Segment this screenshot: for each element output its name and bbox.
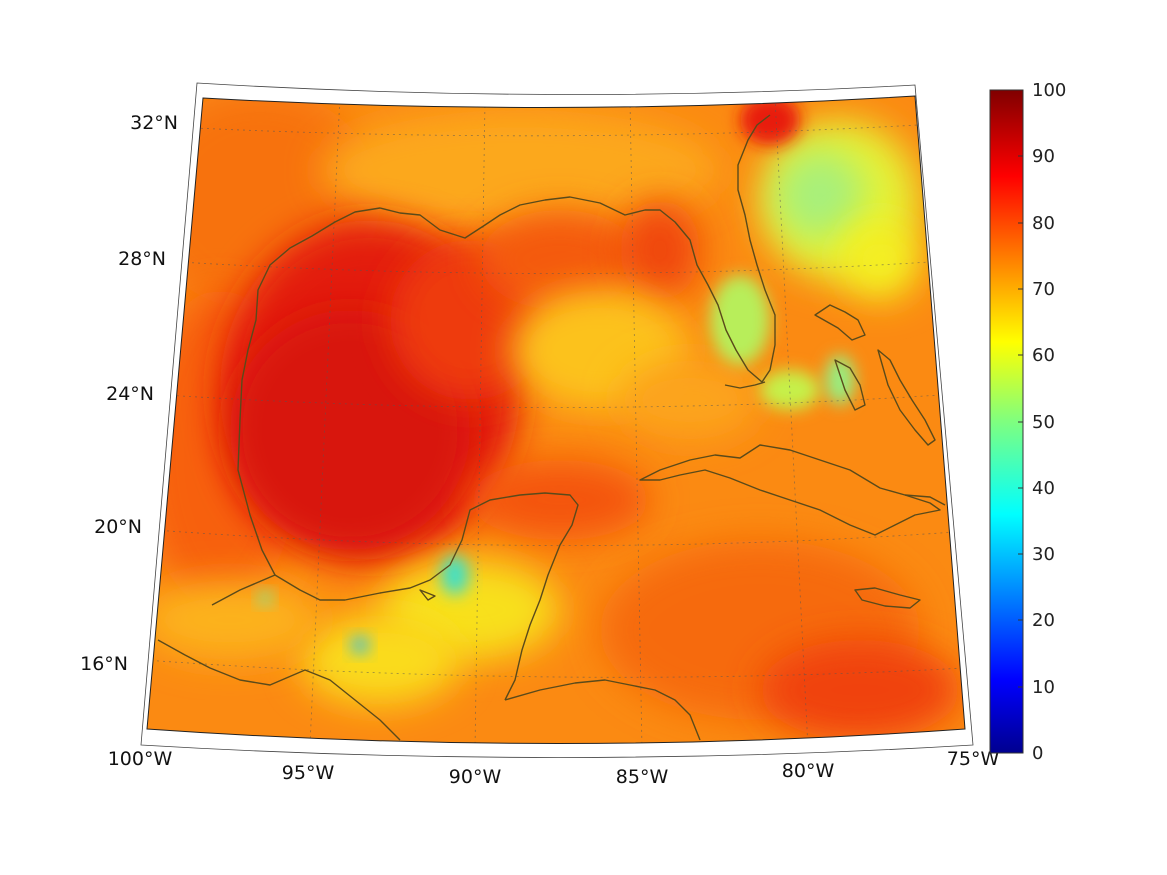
lat-tick-label-28: 28°N [118,248,166,270]
colorbar-tick-label-50: 50 [1032,412,1055,433]
colorbar-tick-label-40: 40 [1032,478,1055,499]
lon-tick-label-100w: 100°W [108,748,173,770]
colorbar-tick-label-60: 60 [1032,345,1055,366]
coastlines [157,114,946,741]
colorbar-tick-label-70: 70 [1032,279,1055,300]
lon-tick-label-75w: 75°W [947,748,1000,770]
colorbar-tick-label-100: 100 [1032,80,1066,101]
lat-tick-label-20: 20°N [94,516,142,538]
lon-tick-label-85w: 85°W [616,766,669,788]
lat-tick-label-32: 32°N [130,112,178,134]
lon-tick-label-90w: 90°W [449,766,502,788]
lon-tick-label-80w: 80°W [782,760,835,782]
colorbar [989,89,1024,754]
colorbar-tick-label-30: 30 [1032,544,1055,565]
map-frame [146,95,966,744]
lon-tick-label-95w: 95°W [282,762,335,784]
colorbar-tick-label-0: 0 [1032,743,1043,764]
colorbar-ticks [1018,89,1023,754]
map-gridlines [147,96,965,744]
colorbar-tick-label-90: 90 [1032,146,1055,167]
heatmap-field [147,96,965,744]
colorbar-tick-label-10: 10 [1032,677,1055,698]
colorbar-tick-label-80: 80 [1032,213,1055,234]
lat-tick-label-24: 24°N [106,383,154,405]
lat-tick-label-16: 16°N [80,653,128,675]
colorbar-tick-label-20: 20 [1032,610,1055,631]
map-frame-outer [140,82,974,758]
